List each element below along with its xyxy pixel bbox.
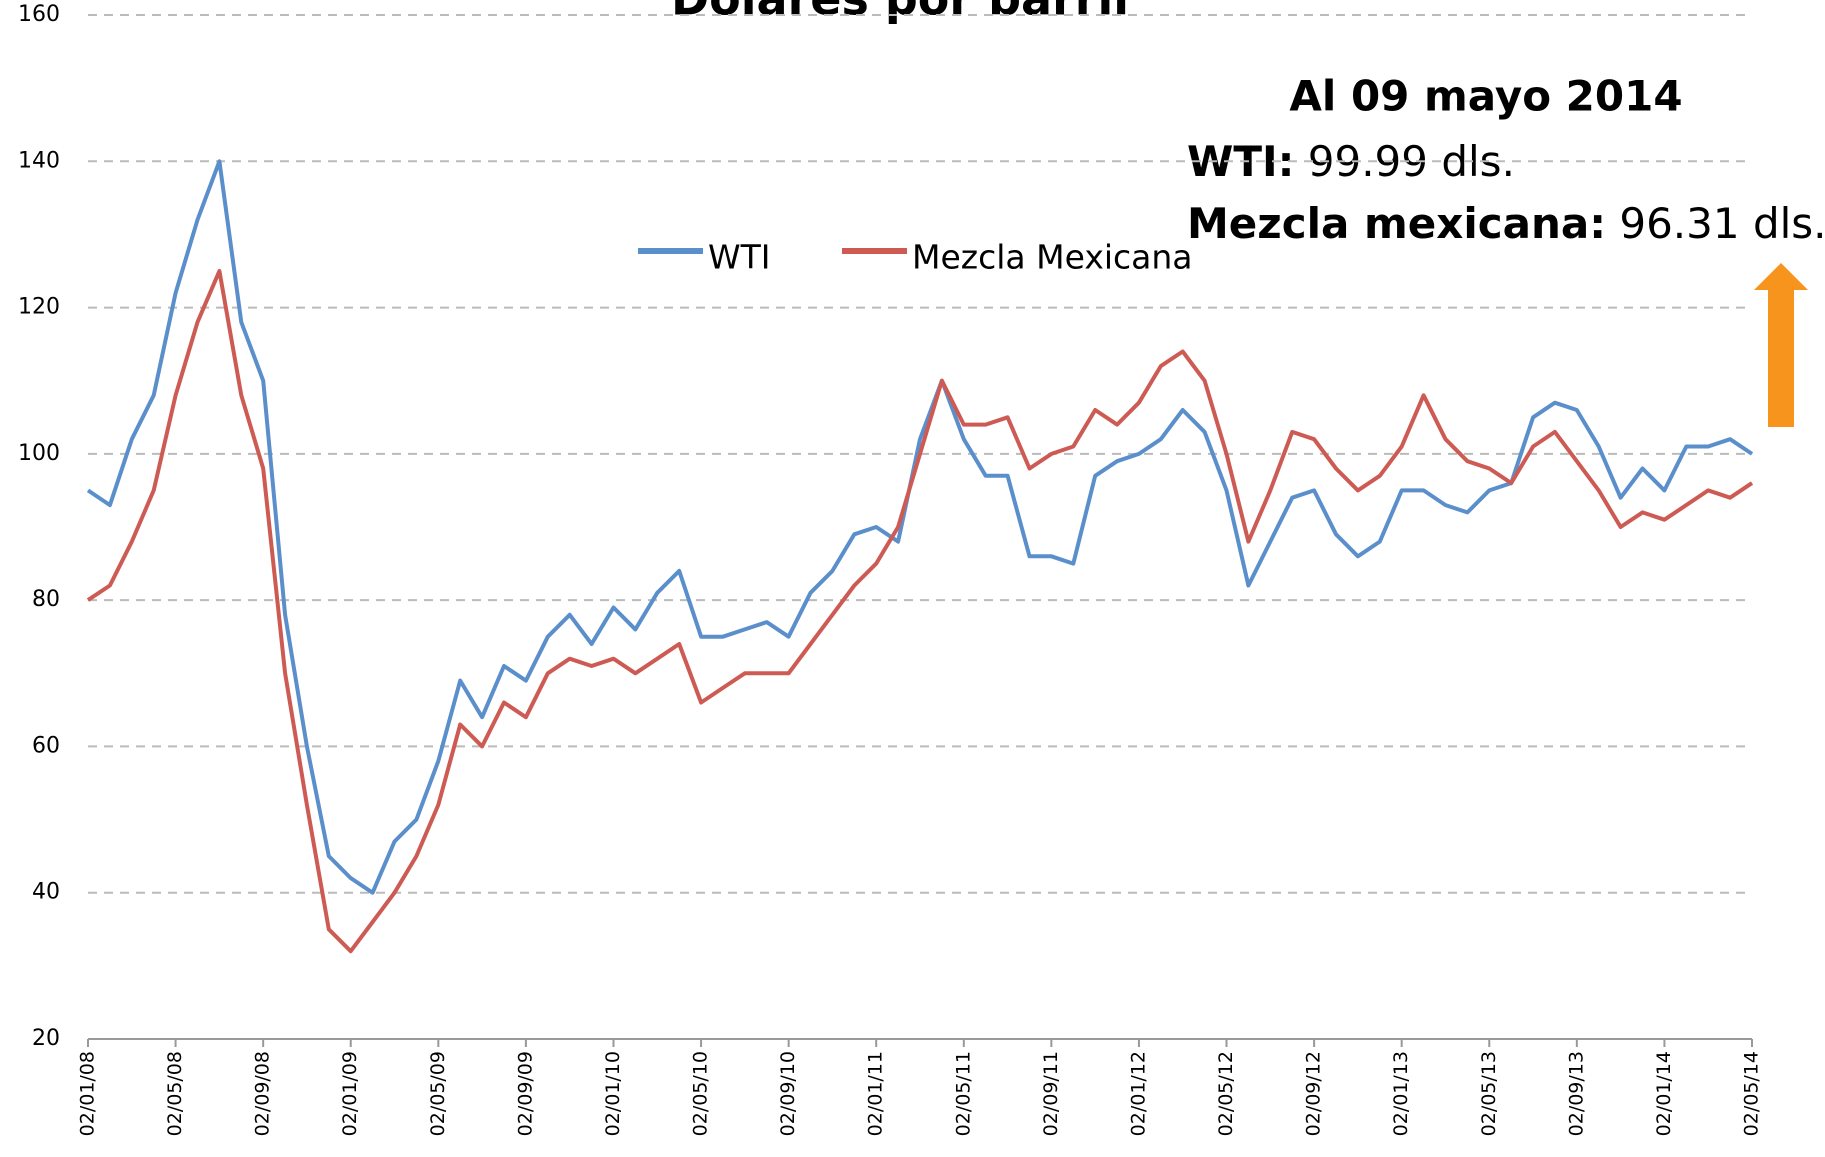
up-arrow	[1754, 263, 1808, 427]
x-tick-label: 02/05/13	[1478, 1051, 1500, 1136]
chart-title: Dólares por barril	[671, 0, 1129, 26]
x-tick-label: 02/05/09	[427, 1051, 449, 1136]
annotation-value: 96.31 dls.	[1619, 199, 1825, 248]
x-tick-label: 02/09/12	[1303, 1051, 1325, 1136]
x-tick-label: 02/09/09	[514, 1051, 536, 1136]
legend-label: Mezcla Mexicana	[912, 238, 1193, 277]
x-tick-label: 02/09/10	[777, 1051, 799, 1136]
y-tick-label: 160	[18, 2, 60, 27]
x-tick-label: 02/05/12	[1215, 1051, 1237, 1136]
y-tick-label: 140	[18, 148, 60, 173]
x-tick-label: 02/05/11	[952, 1051, 974, 1136]
x-tick-label: 02/01/14	[1653, 1051, 1675, 1136]
annotation-mezcla: Mezcla mexicana: 96.31 dls.	[1187, 199, 1825, 248]
x-tick-label: 02/01/11	[865, 1051, 887, 1136]
y-tick-label: 120	[18, 295, 60, 320]
x-tick-label: 02/01/12	[1127, 1051, 1149, 1136]
x-tick-label: 02/01/10	[602, 1051, 624, 1136]
series-line	[86, 269, 1754, 954]
series-line	[86, 159, 1754, 895]
y-tick-label: 40	[32, 880, 60, 905]
annotation-label: Mezcla mexicana:	[1187, 199, 1606, 248]
x-tick-label: 02/05/14	[1741, 1051, 1763, 1136]
x-tick-label: 02/05/08	[164, 1051, 186, 1136]
x-tick-label: 02/01/09	[339, 1051, 361, 1136]
y-tick-label: 60	[32, 733, 60, 758]
x-tick-label: 02/09/11	[1040, 1051, 1062, 1136]
x-tick-label: 02/05/10	[690, 1051, 712, 1136]
annotation-date: Al 09 mayo 2014	[1289, 72, 1682, 121]
x-tick-label: 02/01/08	[77, 1051, 99, 1136]
legend-label: WTI	[708, 238, 771, 277]
y-tick-label: 20	[32, 1026, 60, 1051]
y-tick-label: 80	[32, 587, 60, 612]
y-tick-label: 100	[18, 441, 60, 466]
x-tick-label: 02/01/13	[1390, 1051, 1412, 1136]
x-tick-label: 02/09/13	[1565, 1051, 1587, 1136]
x-tick-label: 02/09/08	[252, 1051, 274, 1136]
